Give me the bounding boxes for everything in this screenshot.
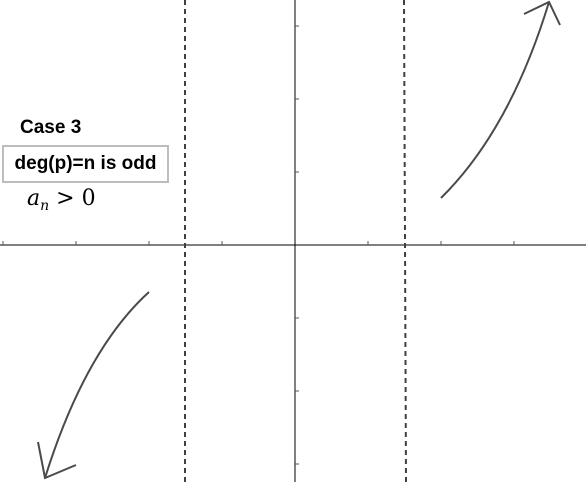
coefficient-subscript: n xyxy=(40,198,50,214)
right-vertical-asymptote xyxy=(403,0,407,482)
left-end-behavior-curve xyxy=(44,291,150,479)
coefficient-symbol: a xyxy=(27,186,41,211)
y-axis-ticks xyxy=(295,25,299,465)
case-label: Case 3 xyxy=(20,117,82,138)
arrow-up-icon xyxy=(523,0,561,26)
leading-coefficient-condition: an > 0 xyxy=(27,186,96,214)
x-axis-ticks xyxy=(2,241,515,245)
coefficient-relation: > 0 xyxy=(49,186,96,211)
degree-condition-text: deg(p)=n is odd xyxy=(14,153,157,174)
arrow-down-icon xyxy=(37,441,77,480)
right-end-behavior-curve xyxy=(440,1,550,199)
degree-condition-box: deg(p)=n is odd xyxy=(2,145,169,183)
